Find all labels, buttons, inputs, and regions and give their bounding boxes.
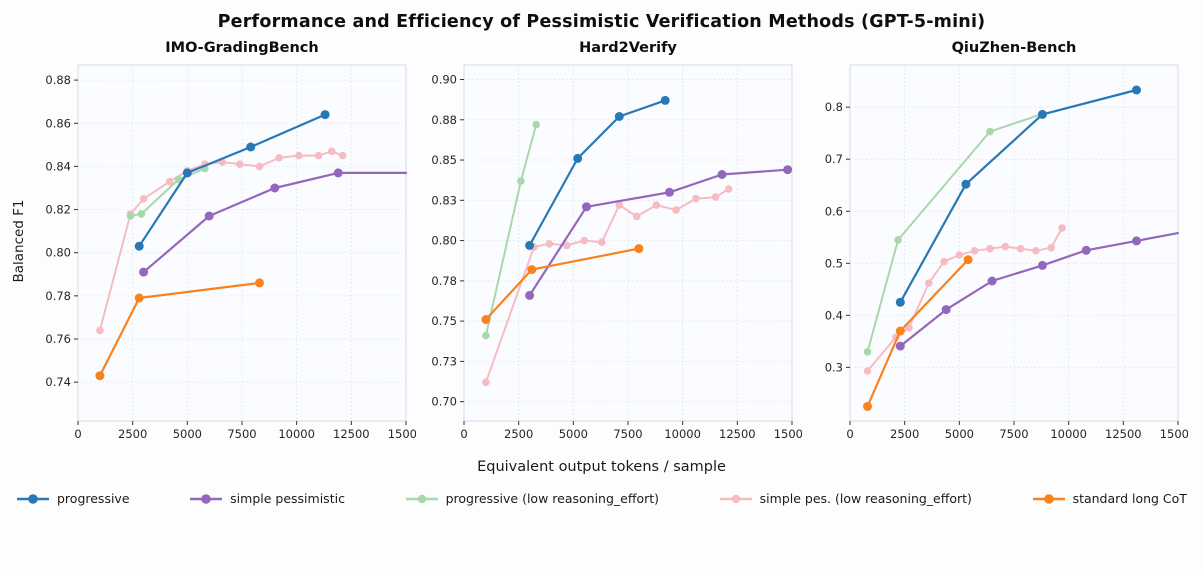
svg-text:10000: 10000 bbox=[664, 427, 701, 441]
charts-row: Balanced F1 IMO-GradingBench 0 2500 5000 75… bbox=[0, 40, 1203, 451]
panel-qiuzhen-bench: QiuZhen-Bench 0 2500 5000 7500 10000 12500 150… bbox=[802, 40, 1188, 451]
legend-label-simple-low: simple pes. (low reasoning_effort) bbox=[759, 491, 972, 506]
svg-text:0.78: 0.78 bbox=[431, 274, 457, 288]
svg-text:0.80: 0.80 bbox=[45, 246, 71, 260]
svg-text:0.4: 0.4 bbox=[825, 308, 843, 322]
svg-text:0: 0 bbox=[74, 427, 81, 441]
svg-text:0.6: 0.6 bbox=[825, 204, 843, 218]
svg-text:7500: 7500 bbox=[999, 427, 1028, 441]
svg-text:0.3: 0.3 bbox=[825, 360, 843, 374]
svg-text:0.8: 0.8 bbox=[825, 100, 843, 114]
svg-text:0.7: 0.7 bbox=[825, 152, 843, 166]
legend-label-progressive: progressive bbox=[57, 491, 130, 506]
svg-text:7500: 7500 bbox=[613, 427, 642, 441]
svg-text:0.73: 0.73 bbox=[431, 354, 457, 368]
svg-text:12500: 12500 bbox=[1105, 427, 1142, 441]
svg-text:5000: 5000 bbox=[945, 427, 974, 441]
legend-label-simple-pessimistic: simple pessimistic bbox=[230, 491, 345, 506]
legend-item-progressive-low: progressive (low reasoning_effort) bbox=[405, 491, 659, 506]
svg-text:0.70: 0.70 bbox=[431, 395, 457, 409]
legend-marker-simple-pessimistic-icon bbox=[190, 493, 223, 504]
svg-text:0.88: 0.88 bbox=[431, 113, 457, 127]
svg-text:5000: 5000 bbox=[173, 427, 202, 441]
legend-item-progressive: progressive bbox=[16, 491, 130, 506]
panel-hard2verify: Hard2Verify 0 2500 5000 7500 10000 12500 1500 0… bbox=[416, 40, 802, 451]
svg-text:0.83: 0.83 bbox=[431, 193, 457, 207]
x-axis-label: Equivalent output tokens / sample bbox=[477, 459, 726, 475]
legend-item-standard-cot: standard long CoT bbox=[1032, 491, 1187, 506]
svg-text:0.85: 0.85 bbox=[431, 153, 457, 167]
svg-text:0.75: 0.75 bbox=[431, 314, 457, 328]
svg-text:0.5: 0.5 bbox=[825, 256, 843, 270]
y-axis-label-wrap: Balanced F1 bbox=[8, 40, 30, 451]
svg-text:12500: 12500 bbox=[333, 427, 370, 441]
svg-text:7500: 7500 bbox=[227, 427, 256, 441]
svg-text:2500: 2500 bbox=[504, 427, 533, 441]
panel-imo-gradingbench: IMO-GradingBench 0 2500 5000 7500 10000 12500… bbox=[30, 40, 416, 451]
legend-marker-standard-cot-icon bbox=[1032, 493, 1065, 504]
svg-text:5000: 5000 bbox=[559, 427, 588, 441]
subplot-title-imo-gradingbench: IMO-GradingBench bbox=[165, 40, 319, 56]
svg-text:12500: 12500 bbox=[719, 427, 756, 441]
subplot-title-qiuzhen-bench: QiuZhen-Bench bbox=[951, 40, 1077, 56]
svg-text:0.90: 0.90 bbox=[431, 72, 457, 86]
legend-item-simple-low: simple pes. (low reasoning_effort) bbox=[719, 491, 972, 506]
chart-title: Performance and Efficiency of Pessimisti… bbox=[217, 12, 986, 32]
svg-text:0: 0 bbox=[460, 427, 467, 441]
y-axis-label: Balanced F1 bbox=[11, 199, 27, 283]
legend-label-progressive-low: progressive (low reasoning_effort) bbox=[445, 491, 660, 506]
svg-text:0.80: 0.80 bbox=[431, 234, 457, 248]
legend-marker-progressive-icon bbox=[17, 493, 49, 504]
svg-text:0.82: 0.82 bbox=[45, 203, 71, 217]
svg-text:10000: 10000 bbox=[1050, 427, 1087, 441]
svg-text:0.78: 0.78 bbox=[45, 289, 71, 303]
svg-text:10000: 10000 bbox=[278, 427, 315, 441]
legend-label-standard-cot: standard long CoT bbox=[1072, 491, 1187, 506]
svg-text:0.84: 0.84 bbox=[45, 159, 71, 173]
svg-text:2500: 2500 bbox=[890, 427, 919, 441]
legend-item-simple-pessimistic: simple pessimistic bbox=[189, 491, 345, 506]
svg-text:0.86: 0.86 bbox=[45, 116, 71, 130]
svg-text:0.88: 0.88 bbox=[45, 73, 71, 87]
svg-text:0.76: 0.76 bbox=[45, 332, 71, 346]
legend: progressive simple pessimistic progressi… bbox=[0, 491, 1203, 506]
svg-text:0: 0 bbox=[846, 427, 853, 441]
legend-marker-simple-low-icon bbox=[719, 494, 752, 503]
legend-marker-progressive-low-icon bbox=[405, 494, 438, 503]
svg-text:0.74: 0.74 bbox=[45, 375, 71, 389]
svg-text:2500: 2500 bbox=[118, 427, 147, 441]
subplot-title-hard2verify: Hard2Verify bbox=[579, 40, 677, 56]
